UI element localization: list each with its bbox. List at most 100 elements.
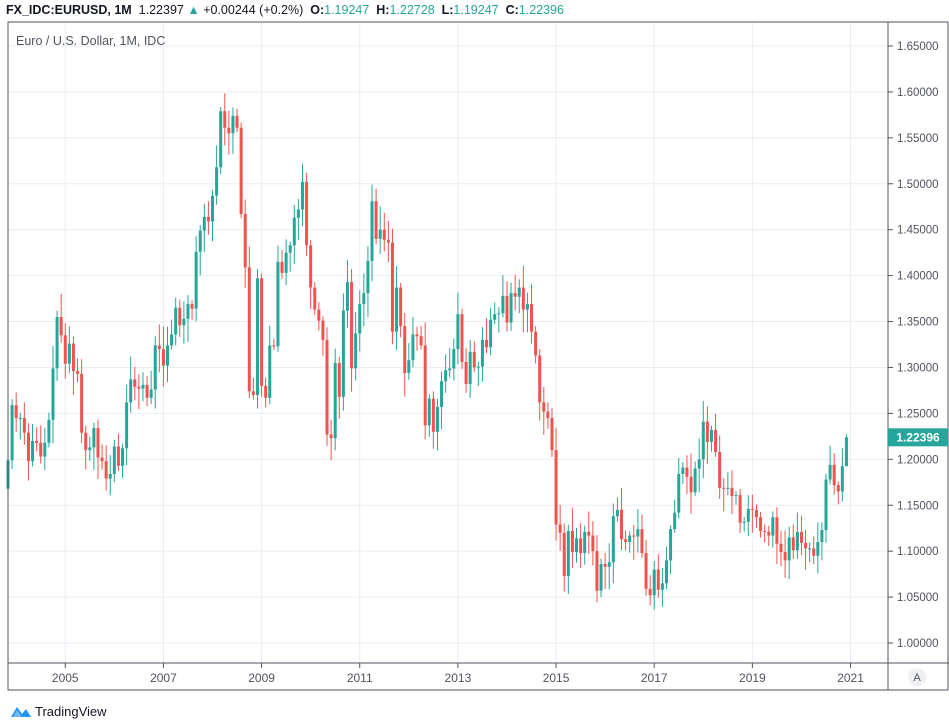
candle xyxy=(378,206,382,254)
candle xyxy=(125,384,129,466)
candle-body xyxy=(31,440,35,462)
candle xyxy=(39,425,43,464)
candle-body xyxy=(489,319,493,348)
candle xyxy=(722,478,726,512)
candle-body xyxy=(219,111,223,168)
candle xyxy=(116,433,120,472)
candle-body xyxy=(22,417,26,433)
candle-body xyxy=(145,384,149,398)
candle-body xyxy=(112,446,116,475)
candle xyxy=(677,457,681,519)
candle xyxy=(31,423,35,467)
candle xyxy=(701,400,705,479)
candle-body xyxy=(771,517,775,536)
candle xyxy=(787,526,791,579)
candle-body xyxy=(534,331,538,356)
candle xyxy=(558,504,562,551)
candle xyxy=(828,445,832,485)
candle xyxy=(554,427,558,541)
candle xyxy=(542,386,546,435)
candle xyxy=(431,391,435,449)
open-label: O: xyxy=(310,3,325,17)
candle xyxy=(411,317,415,368)
candle-body xyxy=(583,531,587,554)
candlestick-chart[interactable]: Euro / U.S. Dollar, 1M, IDC 1.00000 1.050… xyxy=(0,0,949,700)
candle-body xyxy=(390,242,394,332)
candle xyxy=(337,356,341,419)
candle xyxy=(697,438,701,493)
candle-body xyxy=(243,214,247,268)
candle xyxy=(840,447,844,502)
auto-scale-button[interactable]: A xyxy=(908,668,926,686)
candle xyxy=(444,354,448,393)
candle xyxy=(251,377,255,400)
candle-body xyxy=(440,381,444,407)
candle-body xyxy=(652,569,656,596)
y-tick-label: 1.55000 xyxy=(897,133,939,145)
candle xyxy=(820,522,824,561)
candle xyxy=(505,281,509,332)
x-tick-label: 2015 xyxy=(543,671,570,685)
candle-body xyxy=(178,307,182,326)
candle-body xyxy=(701,421,705,460)
candle-body xyxy=(558,524,562,533)
candle-body xyxy=(587,531,591,536)
candle xyxy=(664,546,668,589)
candle-body xyxy=(456,314,460,350)
candle xyxy=(648,575,652,606)
candle-body xyxy=(542,402,546,412)
candle xyxy=(137,374,141,410)
candle-body xyxy=(611,516,615,563)
candle-body xyxy=(337,362,341,397)
candle xyxy=(624,530,628,551)
candle xyxy=(333,348,337,451)
candle xyxy=(63,323,67,379)
candle-body xyxy=(497,313,501,315)
tradingview-brand[interactable]: TradingView xyxy=(10,703,107,719)
candle xyxy=(18,412,22,440)
candle xyxy=(591,521,595,566)
candle xyxy=(215,145,219,205)
candle xyxy=(448,347,452,378)
candle xyxy=(362,273,366,327)
candle-body xyxy=(137,386,141,389)
candle-body xyxy=(767,531,771,536)
candle xyxy=(685,455,689,495)
symbol-name[interactable]: FX_IDC:EURUSD, 1M xyxy=(6,3,132,17)
candle xyxy=(260,273,264,397)
candle xyxy=(603,552,607,590)
x-tick-label: 2019 xyxy=(739,671,766,685)
candle xyxy=(530,284,534,344)
candle xyxy=(284,239,288,285)
last-price-tag: 1.22396 xyxy=(888,428,948,447)
candle-body xyxy=(452,349,456,369)
candle-body xyxy=(714,429,718,452)
candle xyxy=(300,163,304,227)
chart-title: Euro / U.S. Dollar, 1M, IDC xyxy=(16,34,165,48)
candle xyxy=(476,361,480,387)
candle-body xyxy=(411,334,415,361)
candle xyxy=(305,172,309,257)
price-change: +0.00244 (+0.2%) xyxy=(203,3,304,17)
candle xyxy=(403,313,407,397)
candle-body xyxy=(403,326,407,373)
candle xyxy=(149,370,153,405)
candle-body xyxy=(521,287,525,310)
candle xyxy=(767,525,771,546)
candle-body xyxy=(656,569,660,590)
candle xyxy=(583,525,587,565)
candle xyxy=(190,300,194,320)
y-tick-label: 1.45000 xyxy=(897,225,939,237)
candle xyxy=(399,282,403,338)
candle xyxy=(382,212,386,252)
candle-body xyxy=(399,287,403,327)
candle xyxy=(88,436,92,461)
candle-body xyxy=(775,517,779,544)
low-label: L: xyxy=(441,3,454,17)
candle xyxy=(80,359,84,444)
candle xyxy=(460,308,464,369)
y-tick-label: 1.05000 xyxy=(897,592,939,604)
candle xyxy=(771,511,775,548)
candle xyxy=(517,279,521,314)
candle-body xyxy=(615,509,619,517)
